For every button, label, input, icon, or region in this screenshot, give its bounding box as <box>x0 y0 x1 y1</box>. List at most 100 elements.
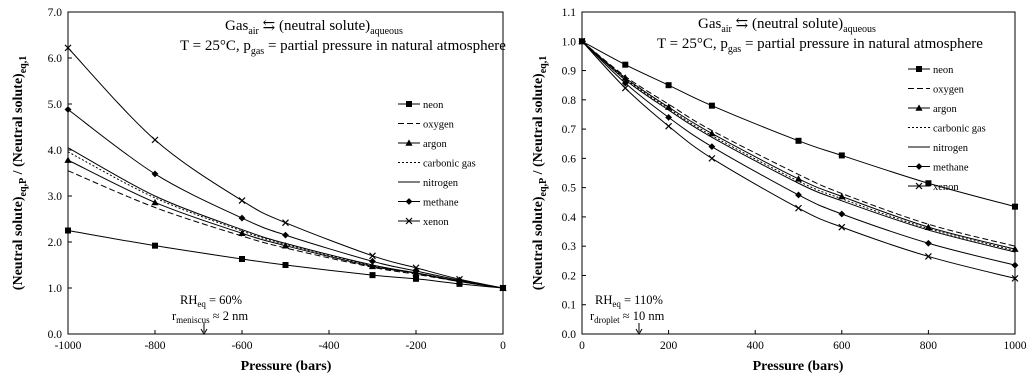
y-tick-label: 1.0 <box>48 283 63 295</box>
y-tick-label: 1.0 <box>562 36 577 48</box>
rh-label: RHeq = 110% <box>595 293 663 309</box>
data-point-xenon <box>64 44 72 52</box>
legend-item-argon: argon <box>398 139 447 150</box>
legend-item-nitrogen: nitrogen <box>908 143 969 154</box>
data-point-neon <box>665 82 672 89</box>
legend-label-methane: methane <box>423 198 459 209</box>
data-point-argon <box>281 242 290 249</box>
y-tick-label: 3.0 <box>48 191 63 203</box>
x-tick-label: -1000 <box>55 340 82 352</box>
data-point-methane <box>456 276 463 284</box>
data-point-xenon <box>282 219 289 227</box>
legend-marker-neon <box>406 101 412 107</box>
data-point-methane <box>708 143 716 151</box>
data-point-neon <box>925 180 932 187</box>
data-point-argon <box>368 262 377 270</box>
data-point-xenon <box>238 197 246 205</box>
data-point-xenon <box>708 154 716 162</box>
x-tick-label: 1000 <box>1004 340 1027 352</box>
data-point-methane <box>925 239 932 247</box>
legend-item-xenon: xenon <box>398 217 449 228</box>
condition-text: T = 25°C, pgas = partial pressure in nat… <box>657 36 983 55</box>
legend-marker-xenon <box>915 182 923 190</box>
y-tick-label: 0.7 <box>562 124 577 136</box>
series-line-nitrogen <box>581 40 1016 253</box>
left-chart: -1000 -800 -600 -400 -200 0 0.0 1.0 2.0 3.0 4.0 5.0… <box>11 7 507 374</box>
legend-label-neon: neon <box>423 100 444 111</box>
legend-item-xenon: xenon <box>908 182 959 193</box>
legend-item-neon: neon <box>398 100 444 111</box>
series-carbonic-gas <box>581 40 1016 252</box>
series-methane <box>64 106 507 292</box>
legend-marker-neon <box>916 66 922 72</box>
data-point-xenon <box>1011 274 1019 282</box>
series-group <box>64 44 507 292</box>
series-nitrogen <box>67 147 504 289</box>
series-line-xenon <box>581 40 1016 279</box>
legend-marker-argon <box>915 104 923 111</box>
x-tick-label: 600 <box>833 340 851 352</box>
legend-marker-argon <box>405 139 413 146</box>
series-xenon <box>578 37 1019 282</box>
x-tick-label: 800 <box>920 340 938 352</box>
legend-item-methane: methane <box>908 163 969 174</box>
y-tick-label: 1.1 <box>562 7 577 19</box>
data-point-xenon <box>665 122 673 130</box>
y-tick-label: 0.8 <box>562 95 577 107</box>
x-tick-label: -800 <box>144 340 165 352</box>
legend-label-oxygen: oxygen <box>423 120 455 131</box>
data-point-xenon <box>151 136 159 144</box>
y-tick-label: 0.0 <box>48 329 63 341</box>
y-tick-label: 7.0 <box>48 7 63 19</box>
x-tick-label: -600 <box>231 340 252 352</box>
y-axis-title: (Neutral solute)eq,P / (Neutral solute)e… <box>531 56 549 290</box>
legend-label-xenon: xenon <box>423 217 449 228</box>
data-point-xenon <box>578 37 586 45</box>
data-point-argon <box>838 192 846 200</box>
y-tick-label: 0.6 <box>562 153 577 165</box>
data-point-xenon <box>369 252 376 260</box>
x-tick-label: -200 <box>405 340 426 352</box>
series-neon <box>579 38 1018 210</box>
plot-area <box>67 11 504 335</box>
legend: neon oxygen argon carbonic gas nitrogen metha… <box>908 65 986 193</box>
x-tick-label: -400 <box>318 340 339 352</box>
radius-label: rmeniscus ≈ 2 nm <box>172 309 248 325</box>
x-axis-title: Pressure (bars) <box>241 359 332 374</box>
y-axis-title: (Neutral solute)eq,P / (Neutral solute)e… <box>11 56 29 290</box>
legend-label-carbonic-gas: carbonic gas <box>423 159 476 170</box>
data-point-xenon <box>795 204 802 212</box>
condition-text: T = 25°C, pgas = partial pressure in nat… <box>180 38 506 57</box>
legend-item-argon: argon <box>908 104 957 115</box>
data-point-methane <box>621 79 629 87</box>
data-point-argon <box>708 129 716 137</box>
data-point-methane <box>665 113 672 121</box>
equation-text: Gasair ⇆ (neutral solute)aqueous <box>698 16 876 35</box>
data-point-methane <box>412 267 420 275</box>
data-point-xenon <box>838 223 846 231</box>
y-tick-label: 0.0 <box>562 329 577 341</box>
data-point-methane <box>282 231 289 239</box>
series-line-neon <box>67 230 504 289</box>
legend-label-xenon: xenon <box>933 182 959 193</box>
data-point-argon <box>238 229 246 237</box>
x-tick-label: 200 <box>660 340 678 352</box>
equation-text: Gasair ⇆ (neutral solute)aqueous <box>225 18 403 37</box>
data-point-xenon <box>456 275 463 283</box>
legend-item-carbonic-gas: carbonic gas <box>398 159 476 170</box>
data-point-neon <box>152 242 158 249</box>
y-tick-label: 2.0 <box>48 237 63 249</box>
legend-item-oxygen: oxygen <box>398 120 455 131</box>
x-tick-label: 400 <box>747 340 765 352</box>
y-tick-label: 0.2 <box>562 270 577 282</box>
data-point-methane <box>1011 261 1019 269</box>
y-tick-label: 0.5 <box>562 183 577 195</box>
x-tick-label: 0 <box>579 340 585 352</box>
data-point-xenon <box>621 84 629 92</box>
data-point-neon <box>65 227 71 234</box>
data-point-xenon <box>499 284 507 292</box>
legend-label-carbonic-gas: carbonic gas <box>933 124 986 135</box>
data-point-neon <box>239 256 245 263</box>
legend-label-argon: argon <box>933 104 957 115</box>
data-point-methane <box>151 170 159 178</box>
